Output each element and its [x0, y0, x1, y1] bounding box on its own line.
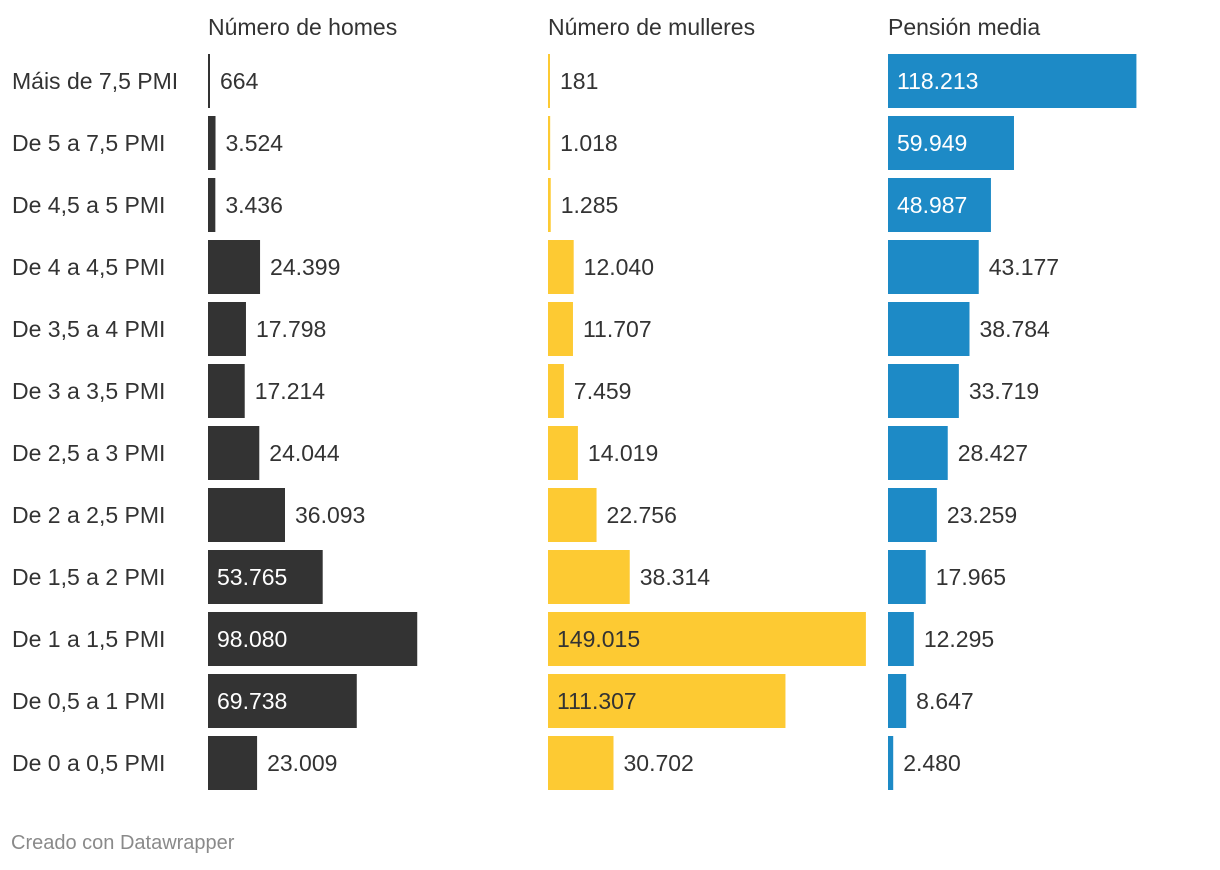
bar — [548, 178, 551, 232]
data-label: 28.427 — [958, 440, 1028, 466]
data-label: 33.719 — [969, 378, 1039, 404]
bar — [548, 364, 564, 418]
bar — [208, 178, 216, 232]
data-label: 23.259 — [947, 502, 1017, 528]
category-label: De 2 a 2,5 PMI — [12, 502, 165, 528]
data-label: 24.399 — [270, 254, 340, 280]
bar — [208, 426, 260, 480]
category-label: De 0,5 a 1 PMI — [12, 688, 165, 714]
data-label: 36.093 — [295, 502, 365, 528]
data-label: 48.987 — [897, 192, 967, 218]
category-label: De 1,5 a 2 PMI — [12, 564, 165, 590]
data-label: 22.756 — [607, 502, 677, 528]
bar — [208, 550, 323, 604]
data-label: 149.015 — [557, 626, 640, 652]
data-label: 38.314 — [640, 564, 711, 590]
bar — [888, 240, 979, 294]
bar — [208, 736, 258, 790]
data-label: 17.965 — [936, 564, 1006, 590]
data-label: 118.213 — [897, 68, 978, 94]
data-label: 3.436 — [225, 192, 283, 218]
bar — [888, 54, 1137, 108]
category-label: De 2,5 a 3 PMI — [12, 440, 165, 466]
bar — [548, 240, 574, 294]
data-label: 14.019 — [588, 440, 658, 466]
bar — [208, 674, 357, 728]
bar — [888, 674, 907, 728]
bar — [548, 426, 578, 480]
bar — [208, 488, 285, 542]
data-label: 30.702 — [623, 750, 693, 776]
data-label: 12.040 — [584, 254, 654, 280]
data-label: 43.177 — [989, 254, 1059, 280]
category-label: De 1 a 1,5 PMI — [12, 626, 165, 652]
data-label: 17.798 — [256, 316, 326, 342]
series-title: Pensión media — [888, 14, 1040, 40]
data-label: 23.009 — [267, 750, 337, 776]
data-label: 12.295 — [924, 626, 994, 652]
data-label: 69.738 — [217, 688, 287, 714]
data-label: 98.080 — [217, 626, 287, 652]
bar — [208, 54, 210, 108]
data-label: 111.307 — [557, 688, 637, 714]
bar — [208, 612, 418, 666]
bar — [548, 736, 614, 790]
bar — [548, 612, 866, 666]
category-label: De 4 a 4,5 PMI — [12, 254, 165, 280]
bar — [548, 674, 786, 728]
bar — [208, 240, 261, 294]
category-label: De 0 a 0,5 PMI — [12, 750, 165, 776]
bar — [208, 116, 216, 170]
bar — [888, 302, 970, 356]
bar — [888, 736, 894, 790]
bar — [208, 302, 246, 356]
category-label: De 3 a 3,5 PMI — [12, 378, 165, 404]
data-label: 53.765 — [217, 564, 287, 590]
bar — [888, 612, 914, 666]
category-label: De 4,5 a 5 PMI — [12, 192, 165, 218]
bar — [888, 426, 948, 480]
data-label: 17.214 — [255, 378, 326, 404]
category-label: Máis de 7,5 PMI — [12, 68, 178, 94]
data-label: 24.044 — [269, 440, 340, 466]
data-label: 1.285 — [561, 192, 619, 218]
category-label: De 5 a 7,5 PMI — [12, 130, 165, 156]
data-label: 181 — [560, 68, 598, 94]
series-title: Número de mulleres — [548, 14, 755, 40]
series-title: Número de homes — [208, 14, 397, 40]
data-label: 38.784 — [980, 316, 1051, 342]
category-label: De 3,5 a 4 PMI — [12, 316, 165, 342]
data-label: 664 — [220, 68, 259, 94]
bar — [548, 54, 550, 108]
bar — [888, 488, 937, 542]
data-label: 3.524 — [226, 130, 284, 156]
bar — [888, 116, 1014, 170]
bar — [888, 550, 926, 604]
bar — [548, 550, 630, 604]
data-label: 7.459 — [574, 378, 632, 404]
data-label: 59.949 — [897, 130, 967, 156]
bar — [208, 364, 245, 418]
data-label: 1.018 — [560, 130, 618, 156]
datawrapper-credit: Creado con Datawrapper — [11, 832, 235, 854]
bar — [548, 302, 573, 356]
bar — [548, 116, 551, 170]
bar — [888, 178, 991, 232]
bar — [548, 488, 597, 542]
data-label: 11.707 — [583, 316, 652, 342]
bar — [888, 364, 959, 418]
data-label: 8.647 — [916, 688, 974, 714]
data-label: 2.480 — [903, 750, 961, 776]
